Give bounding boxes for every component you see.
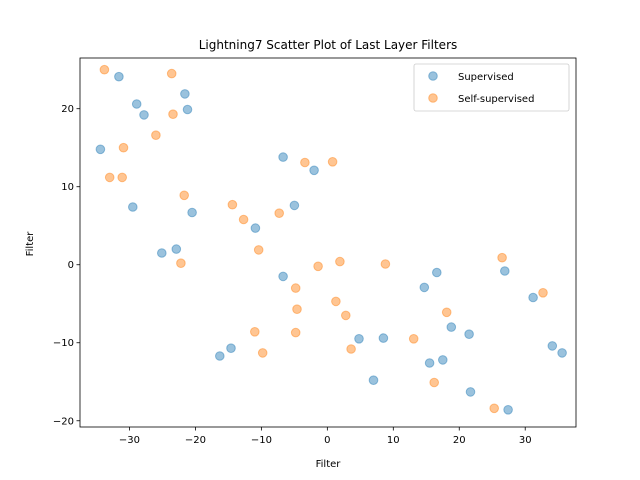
legend: Supervised Self-supervised	[413, 63, 570, 112]
supervised-point	[547, 341, 558, 351]
y-tick-label: 10	[61, 182, 74, 193]
supervised-point	[378, 333, 389, 343]
y-tick-label: −10	[53, 338, 74, 349]
supervised-point	[95, 144, 106, 155]
self-supervised-point	[99, 64, 110, 75]
supervised-point	[278, 271, 288, 282]
supervised-point	[171, 244, 182, 254]
supervised-point	[250, 223, 261, 233]
self-supervised-point	[117, 172, 127, 183]
supervised-point	[557, 348, 567, 358]
supervised-point	[464, 329, 474, 340]
x-axis-label: Filter	[316, 459, 342, 470]
self-supervised-point	[497, 252, 507, 263]
supervised-point	[368, 375, 379, 386]
supervised-point	[114, 71, 124, 82]
supervised-point	[128, 202, 138, 212]
supervised-point	[157, 248, 167, 258]
self-supervised-point	[429, 377, 440, 388]
supervised-point	[438, 355, 448, 365]
self-supervised-point	[274, 208, 285, 218]
supervised-point	[500, 266, 510, 276]
supervised-point	[309, 165, 319, 176]
supervised-point	[226, 343, 236, 354]
x-tick-label: 10	[387, 435, 400, 446]
y-axis-label: Filter	[25, 231, 36, 257]
self-supervised-point	[341, 310, 351, 321]
legend-marker-self-supervised	[428, 93, 438, 103]
self-supervised-point	[292, 304, 302, 315]
self-supervised-point	[380, 259, 391, 269]
x-tick-label: −20	[185, 435, 206, 446]
self-supervised-point	[441, 307, 452, 318]
supervised-point	[180, 89, 190, 99]
supervised-point	[432, 267, 442, 278]
self-supervised-point	[227, 199, 238, 210]
self-supervised-point	[176, 258, 186, 269]
x-tick-label: 20	[453, 435, 466, 446]
self-supervised-point	[168, 109, 178, 119]
legend-label-self-supervised: Self-supervised	[458, 94, 534, 105]
supervised-point	[278, 152, 288, 162]
supervised-point	[528, 292, 538, 303]
chart-title: Lightning7 Scatter Plot of Last Layer Fi…	[199, 38, 458, 52]
supervised-point	[419, 282, 430, 293]
y-axis: −20 −10 0 10 20	[53, 104, 80, 427]
supervised-point	[289, 200, 300, 211]
self-supervised-point	[313, 261, 323, 272]
self-supervised-point	[238, 214, 249, 225]
self-supervised-point	[290, 327, 301, 338]
supervised-point	[182, 104, 193, 115]
supervised-point	[354, 334, 364, 344]
data-points	[95, 64, 567, 415]
legend-marker-supervised	[428, 71, 438, 81]
self-supervised-point	[408, 334, 419, 344]
self-supervised-point	[346, 344, 356, 354]
x-tick-label: 30	[519, 435, 532, 446]
legend-box	[413, 63, 570, 112]
supervised-point	[187, 207, 197, 218]
x-axis: −30 −20 −10 0 10 20 30	[119, 427, 532, 446]
y-tick-label: 0	[68, 260, 74, 271]
self-supervised-point	[489, 403, 500, 414]
self-supervised-point	[538, 288, 548, 298]
y-tick-label: −20	[53, 416, 74, 427]
self-supervised-point	[118, 142, 129, 153]
supervised-point	[465, 387, 476, 397]
self-supervised-point	[179, 190, 189, 201]
x-tick-label: −10	[251, 435, 272, 446]
self-supervised-point	[300, 157, 310, 168]
supervised-point	[215, 351, 225, 361]
self-supervised-point	[331, 296, 341, 307]
self-supervised-point	[327, 157, 338, 167]
legend-label-supervised: Supervised	[458, 72, 514, 83]
y-tick-label: 20	[61, 104, 74, 115]
x-tick-label: −30	[119, 435, 140, 446]
self-supervised-point	[290, 283, 301, 293]
x-tick-label: 0	[324, 435, 330, 446]
supervised-point	[139, 110, 149, 120]
supervised-point	[131, 99, 142, 109]
self-supervised-point	[335, 256, 345, 267]
supervised-point	[446, 322, 457, 332]
self-supervised-point	[253, 245, 264, 255]
supervised-point	[503, 405, 513, 415]
self-supervised-point	[104, 172, 115, 183]
self-supervised-point	[151, 130, 161, 140]
plot-area-frame	[79, 57, 577, 428]
self-supervised-point	[166, 68, 177, 79]
self-supervised-point	[257, 348, 268, 358]
self-supervised-point	[250, 327, 260, 337]
supervised-point	[424, 358, 435, 368]
